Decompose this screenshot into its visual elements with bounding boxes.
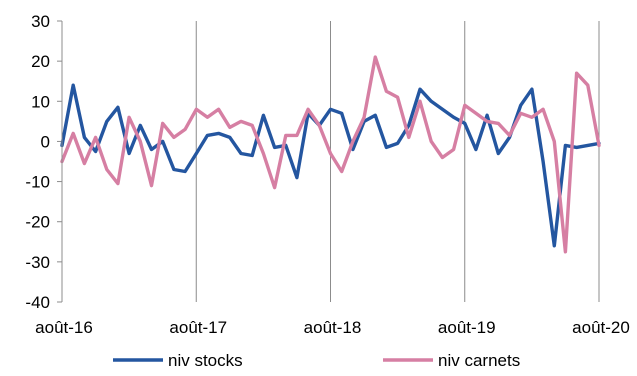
x-tick-label: août-16 (35, 318, 93, 337)
y-tick-label: -30 (25, 253, 50, 272)
vertical-gridlines (195, 21, 600, 302)
y-tick-label: -10 (25, 173, 50, 192)
x-tick-label: août-17 (169, 318, 227, 337)
y-tick-label: 30 (31, 12, 50, 31)
legend-label-0: niv stocks (168, 351, 243, 370)
x-tick-label: août-18 (304, 318, 362, 337)
x-tick-label: août-20 (572, 318, 630, 337)
series-line-0 (60, 83, 601, 248)
y-tick-label: -20 (25, 213, 50, 232)
y-tick-label: 20 (31, 52, 50, 71)
x-tick-label: août-19 (438, 318, 496, 337)
x-axis-ticks: août-16 août-17 août-18 août-19 août-20 (35, 318, 630, 337)
y-tick-label: 0 (41, 132, 50, 151)
y-tick-label: -40 (25, 293, 50, 312)
series-lines (60, 55, 601, 254)
legend: niv stocks niv carnets (113, 351, 520, 370)
y-tick-label: 10 (31, 92, 50, 111)
series-line-1 (60, 55, 601, 254)
y-axis-ticks: 30 20 10 0 -10 -20 -30 -40 (25, 12, 62, 312)
legend-label-1: niv carnets (438, 351, 520, 370)
